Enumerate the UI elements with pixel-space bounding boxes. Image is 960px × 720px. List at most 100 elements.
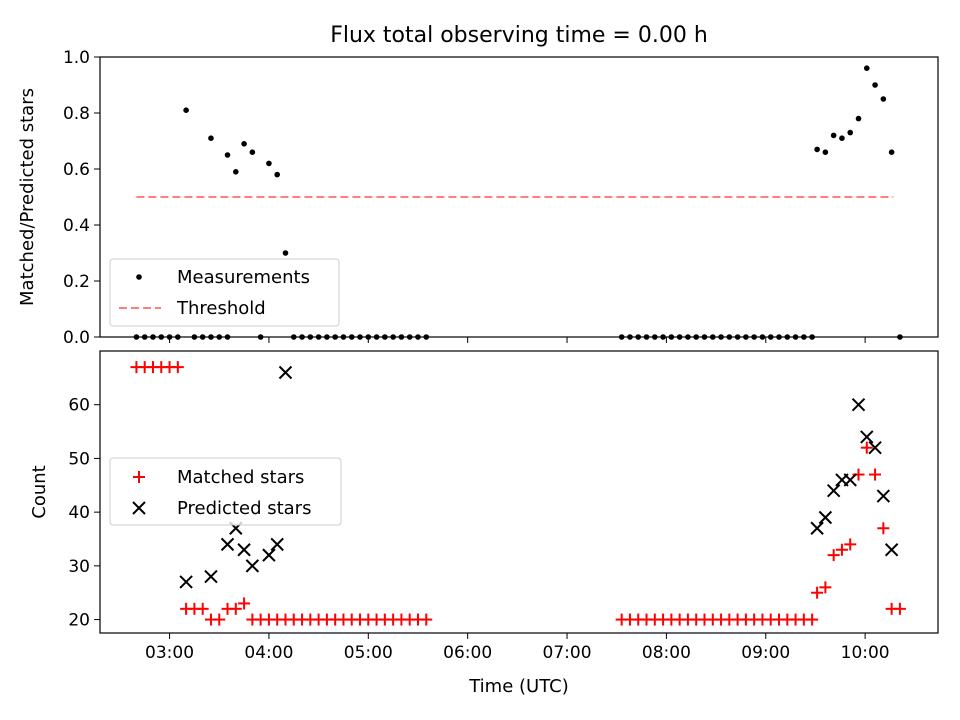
x-b: [179, 575, 193, 589]
x-b: [876, 489, 891, 503]
chart-title: Flux total observing time = 0.00 h: [330, 23, 708, 48]
measurement-point: [759, 334, 766, 340]
measurement-point: [863, 65, 870, 71]
measurement-point: [792, 334, 799, 340]
legend-bottom: Matched stars Predicted stars: [109, 457, 342, 526]
x-tick-label: 10:00: [841, 643, 890, 663]
measurement-point: [332, 334, 338, 340]
measurement-point: [618, 334, 625, 340]
measurement-point: [241, 141, 247, 147]
measurement-point: [224, 334, 231, 340]
legend-frame: [109, 258, 340, 327]
predicted-point: [179, 575, 193, 589]
x-tick-label: 07:00: [543, 643, 592, 663]
matched-point: [229, 602, 242, 615]
x-b: [868, 440, 882, 455]
measurement-point: [150, 334, 156, 340]
measurement-point: [701, 334, 708, 340]
matched-point: [827, 549, 840, 562]
x-b: [810, 521, 824, 535]
measurement-point: [141, 334, 148, 340]
y-tick-label: 20: [68, 611, 90, 631]
measurement-point: [784, 334, 791, 340]
y-tick-label: 0.6: [63, 160, 90, 180]
legend-matched-label: Matched stars: [177, 467, 304, 488]
measurement-point: [233, 169, 239, 175]
y-tick-label: 1.0: [63, 48, 90, 68]
matched-point: [420, 613, 433, 626]
x-b: [237, 543, 251, 557]
matched-point: [835, 543, 848, 556]
legend-threshold-label: Threshold: [176, 298, 266, 319]
measurement-point: [266, 160, 272, 167]
predicted-point: [851, 398, 866, 412]
measurement-point: [668, 334, 675, 340]
matched-point: [213, 613, 226, 626]
measurement-point: [830, 132, 837, 139]
matched-point: [869, 468, 882, 481]
measurement-point: [880, 96, 887, 102]
measurement-point: [685, 334, 691, 340]
predicted-point: [876, 489, 891, 503]
measurement-point: [208, 135, 214, 141]
predicted-point: [826, 483, 841, 498]
x-b: [278, 365, 293, 380]
x-b: [204, 569, 218, 584]
matched-point: [860, 441, 873, 454]
measurement-point: [693, 334, 700, 340]
y-tick-label: 60: [68, 396, 90, 416]
measurement-point: [398, 334, 405, 340]
measurement-point: [282, 250, 289, 256]
measurement-point: [660, 334, 666, 340]
y-tick-label: 40: [68, 503, 90, 523]
measurement-point: [415, 334, 421, 340]
measurement-point: [897, 334, 903, 340]
measurement-point: [676, 334, 683, 340]
measurement-point: [726, 334, 733, 340]
predicted-point: [262, 548, 276, 562]
measurement-point: [208, 334, 214, 340]
y-tick-label: 50: [68, 449, 90, 469]
x-tick-label: 06:00: [443, 643, 492, 663]
measurement-point: [652, 334, 658, 340]
matched-point: [806, 613, 819, 626]
measurement-point: [872, 82, 878, 88]
predicted-point: [843, 473, 857, 487]
measurement-point: [216, 334, 223, 340]
measurement-point: [743, 334, 749, 340]
measurement-point: [627, 334, 633, 340]
measurement-point: [751, 334, 757, 340]
legend-predicted-marker: [132, 501, 146, 515]
measurement-point: [199, 334, 206, 340]
x-b: [884, 543, 899, 557]
x-tick-label: 09:00: [741, 643, 790, 663]
x-b: [220, 537, 235, 552]
predicted-point: [278, 365, 293, 380]
matched-point: [811, 586, 824, 599]
measurement-point: [822, 149, 829, 155]
measurement-point: [423, 334, 430, 340]
measurement-point: [406, 334, 413, 340]
measurement-point: [847, 129, 854, 136]
predicted-point: [868, 440, 882, 455]
bottom-xlabel: Time (UTC): [468, 676, 569, 697]
measurement-point: [133, 334, 140, 340]
y-tick-label: 0.4: [63, 216, 90, 236]
measurement-point: [166, 334, 173, 340]
measurement-point: [776, 334, 782, 340]
bottom-ylabel: Count: [29, 465, 50, 518]
y-tick-label: 0.2: [63, 272, 90, 292]
matched-point: [819, 581, 832, 594]
x-b: [851, 398, 866, 412]
measurement-point: [299, 334, 305, 340]
measurement-point: [183, 107, 189, 113]
predicted-point: [818, 510, 833, 525]
measurement-point: [348, 334, 355, 340]
x-b: [262, 548, 276, 562]
measurement-point: [315, 334, 322, 340]
measurement-point: [643, 334, 650, 340]
x-b: [843, 473, 857, 487]
y-tick-label: 0.0: [63, 328, 90, 348]
x-b: [245, 559, 260, 573]
predicted-point: [884, 543, 899, 557]
